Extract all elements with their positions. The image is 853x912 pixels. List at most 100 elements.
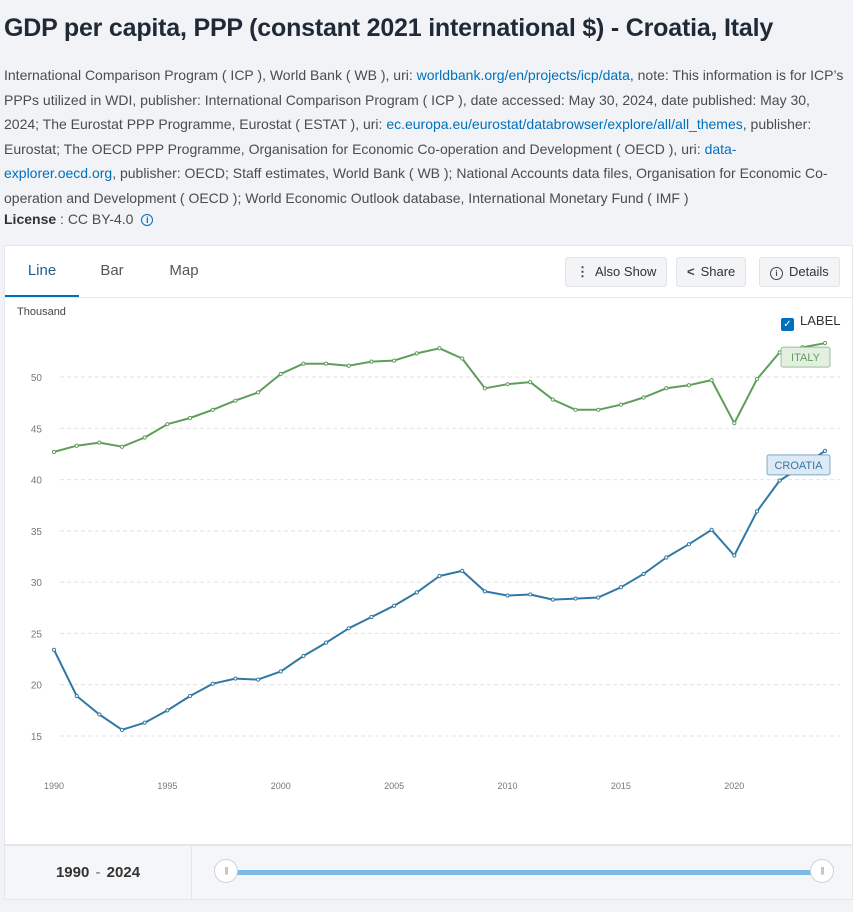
data-point bbox=[278, 669, 283, 674]
data-point bbox=[324, 361, 329, 366]
data-point bbox=[346, 363, 351, 368]
x-tick-label: 2015 bbox=[611, 781, 631, 791]
data-point bbox=[460, 356, 465, 361]
data-point bbox=[51, 647, 57, 652]
source-link-icp[interactable]: worldbank.org/en/projects/icp/data bbox=[416, 67, 630, 83]
data-point bbox=[550, 397, 555, 402]
range-slider-end-handle[interactable]: ||| bbox=[810, 859, 834, 883]
y-tick-label: 40 bbox=[31, 476, 43, 487]
data-point bbox=[74, 693, 79, 699]
info-circle-icon: i bbox=[770, 267, 783, 280]
data-point bbox=[255, 390, 261, 395]
details-label: Details bbox=[789, 264, 829, 279]
data-point bbox=[528, 592, 533, 597]
data-point bbox=[822, 341, 828, 346]
source-text-2: , note: This information is for ICP’s PP… bbox=[4, 67, 844, 132]
data-point bbox=[822, 448, 828, 453]
data-point bbox=[210, 407, 215, 412]
tab-bar[interactable]: Bar bbox=[100, 262, 124, 279]
data-point bbox=[255, 677, 261, 682]
line-chart: Thousand 15 20 25 30 35 40 45 50 1990 1995 2000 2005… bbox=[17, 306, 840, 791]
x-tick-label: 2020 bbox=[724, 781, 744, 791]
tab-line[interactable]: Line bbox=[5, 246, 79, 297]
data-point bbox=[709, 377, 714, 383]
data-point bbox=[97, 712, 102, 717]
data-point bbox=[709, 527, 714, 532]
data-point bbox=[664, 386, 669, 391]
data-point bbox=[301, 653, 306, 659]
data-point bbox=[142, 720, 147, 725]
series-line-croatia bbox=[53, 450, 826, 731]
data-point bbox=[754, 376, 760, 382]
data-point bbox=[369, 359, 374, 364]
range-start: 1990 bbox=[55, 864, 90, 881]
y-tick-label: 45 bbox=[31, 424, 43, 435]
checkbox-checked-icon[interactable]: ✓ bbox=[781, 318, 794, 331]
y-axis-unit-label: Thousand bbox=[17, 306, 66, 318]
range-slider-start-handle[interactable]: ||| bbox=[214, 859, 238, 883]
license: License : CC BY-4.0 i bbox=[4, 211, 154, 227]
data-point bbox=[596, 407, 601, 412]
source-link-eurostat[interactable]: ec.europa.eu/eurostat/databrowser/explor… bbox=[386, 116, 743, 132]
range-bar: 1990 - 2024 ||| ||| bbox=[4, 845, 853, 900]
data-point bbox=[596, 595, 601, 600]
x-tick-label: 1990 bbox=[44, 781, 64, 791]
data-point bbox=[187, 415, 193, 421]
y-tick-label: 15 bbox=[31, 732, 43, 743]
data-point bbox=[618, 402, 624, 407]
range-slider-track[interactable] bbox=[227, 870, 823, 875]
y-tick-label: 35 bbox=[31, 527, 43, 538]
data-point bbox=[732, 553, 737, 558]
data-point bbox=[119, 727, 125, 732]
data-point bbox=[414, 590, 419, 595]
data-point bbox=[187, 693, 193, 699]
source-text-3: , publisher: Eurostat; The OECD PPP Prog… bbox=[4, 116, 812, 157]
series-line-italy bbox=[53, 342, 826, 453]
data-point bbox=[165, 708, 170, 713]
data-point bbox=[641, 571, 646, 577]
data-point bbox=[346, 626, 351, 631]
data-point bbox=[482, 386, 487, 391]
label-toggle[interactable]: ✓ LABEL bbox=[781, 313, 840, 331]
range-end: 2024 bbox=[106, 864, 141, 881]
data-point bbox=[233, 398, 238, 403]
tab-divider bbox=[5, 297, 852, 298]
data-point bbox=[369, 614, 374, 620]
data-point bbox=[573, 596, 578, 601]
data-point bbox=[664, 555, 669, 560]
data-point bbox=[505, 382, 510, 387]
data-point bbox=[437, 573, 442, 579]
x-tick-label: 2010 bbox=[498, 781, 518, 791]
share-button[interactable]: < Share bbox=[676, 257, 747, 287]
data-point bbox=[74, 443, 79, 448]
y-tick-label: 20 bbox=[31, 681, 43, 692]
data-point bbox=[686, 542, 692, 547]
series-label-box bbox=[766, 454, 831, 476]
data-point bbox=[324, 640, 329, 645]
y-tick-label: 50 bbox=[31, 373, 43, 384]
also-show-button[interactable]: ⋮ Also Show bbox=[565, 257, 668, 287]
data-point bbox=[777, 478, 782, 483]
series-label-box bbox=[780, 346, 831, 368]
data-point bbox=[414, 351, 419, 356]
y-tick-label: 30 bbox=[31, 578, 43, 589]
x-tick-label: 2000 bbox=[271, 781, 291, 791]
info-icon[interactable]: i bbox=[141, 214, 154, 226]
details-button[interactable]: i Details bbox=[759, 257, 840, 287]
chart-card: Line Bar Map ⋮ Also Show < Share i Details … bbox=[4, 245, 853, 845]
share-label: Share bbox=[700, 264, 736, 279]
data-point bbox=[301, 361, 306, 366]
data-point bbox=[754, 509, 760, 514]
data-point bbox=[482, 589, 487, 594]
tab-map[interactable]: Map bbox=[169, 262, 199, 279]
source-link-oecd[interactable]: data-explorer.oecd.org bbox=[4, 140, 737, 182]
data-point bbox=[142, 435, 147, 440]
data-point bbox=[732, 421, 737, 426]
data-point bbox=[528, 380, 533, 385]
more-vertical-icon: ⋮ bbox=[576, 264, 589, 279]
data-point bbox=[505, 593, 510, 598]
data-point bbox=[392, 603, 397, 608]
x-tick-label: 1995 bbox=[157, 781, 177, 791]
page-title: GDP per capita, PPP (constant 2021 inter… bbox=[4, 14, 774, 42]
data-point bbox=[233, 676, 238, 681]
